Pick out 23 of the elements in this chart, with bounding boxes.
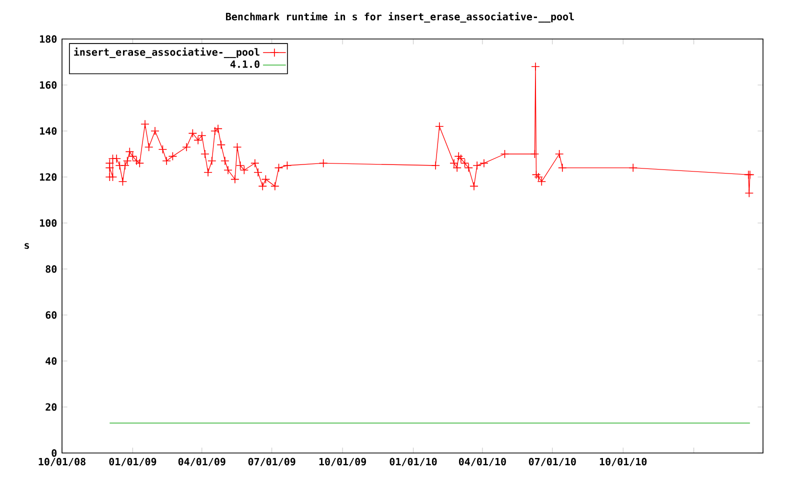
- y-tick-label: 60: [46, 311, 57, 319]
- legend-label: insert_erase_associative-__pool: [74, 48, 260, 58]
- x-tick-label: 07/01/10: [528, 458, 576, 466]
- chart-title: Benchmark runtime in s for insert_erase_associative-__pool: [226, 12, 574, 23]
- x-tick-label: 01/01/10: [390, 458, 437, 466]
- y-tick-label: 20: [46, 403, 57, 411]
- x-tick-label: 04/01/09: [178, 458, 226, 466]
- y-tick-label: 0: [52, 449, 57, 457]
- y-tick-label: 120: [40, 173, 57, 181]
- y-tick-label: 160: [40, 81, 57, 89]
- x-tick-label: 10/01/10: [600, 458, 647, 466]
- x-tick-label: 01/01/09: [109, 458, 156, 466]
- x-tick-label: 10/01/08: [38, 458, 86, 466]
- x-tick-label: 10/01/09: [319, 458, 366, 466]
- y-tick-label: 180: [40, 35, 57, 43]
- x-tick-label: 07/01/09: [248, 458, 296, 466]
- y-axis-title: s: [24, 243, 29, 249]
- y-tick-label: 40: [46, 357, 57, 365]
- y-tick-label: 140: [40, 127, 57, 135]
- y-tick-label: 100: [40, 219, 57, 227]
- legend-label: 4.1.0: [230, 60, 260, 68]
- y-tick-label: 80: [46, 265, 57, 273]
- x-tick-label: 04/01/10: [458, 458, 506, 466]
